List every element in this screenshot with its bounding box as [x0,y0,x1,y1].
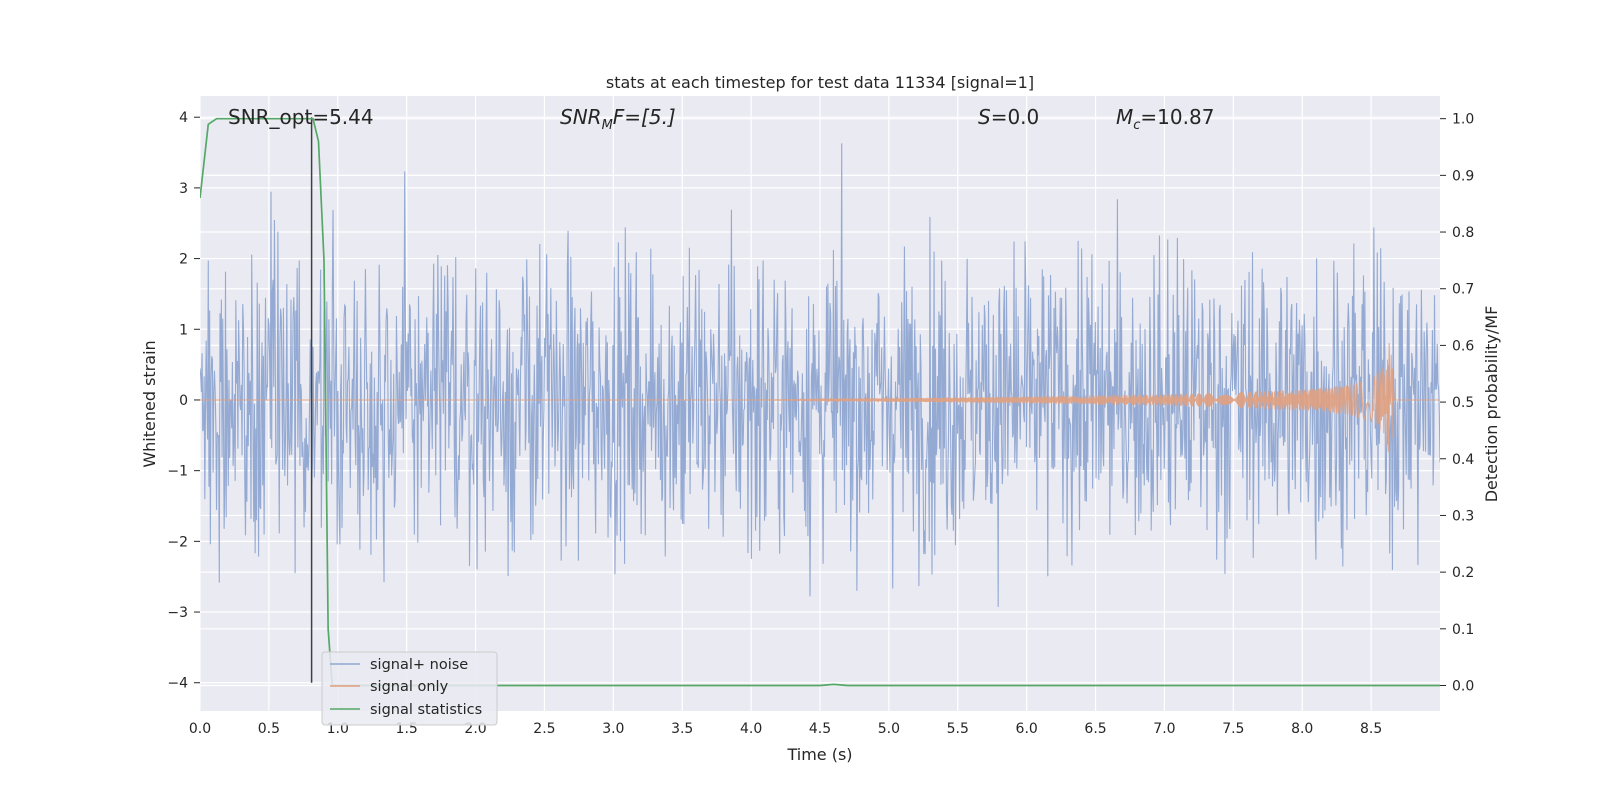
legend-label-signal-statistics: signal statistics [370,702,482,718]
snr-mf-var: SNR [560,105,602,129]
x-tick-label: 0.5 [258,721,280,737]
mc-annotation: Mc=10.87 [1116,105,1214,133]
s-value: =0.0 [991,105,1040,129]
right-y-tick-label: 0.5 [1452,395,1474,411]
legend-label-signal-noise: signal+ noise [370,657,468,673]
left-y-tick-label: −4 [167,676,188,692]
left-y-tick-labels: 4 3 2 1 0 −1 −2 −3 −4 [167,110,200,692]
legend-frame [321,651,498,726]
snr-opt-annotation: SNR_opt=5.44 [228,105,374,129]
x-tick-label: 8.5 [1360,721,1382,737]
s-var: S [978,105,991,129]
mc-var: M [1116,105,1133,129]
left-y-axis-label: Whitened strain [140,340,159,467]
x-tick-label: 3.5 [671,721,693,737]
x-tick-label: 4.0 [740,721,762,737]
mc-value: =10.87 [1140,105,1214,129]
right-y-tick-label: 0.8 [1452,225,1474,241]
right-y-axis-label: Detection probability/MF [1482,306,1501,503]
left-y-tick-label: −1 [167,464,188,480]
right-y-tick-label: 0.3 [1452,508,1474,524]
legend: signal+ noise signal only signal statist… [321,651,498,726]
s-annotation: S=0.0 [978,105,1039,129]
x-tick-label: 2.5 [533,721,555,737]
x-tick-label: 6.0 [1016,721,1038,737]
x-tick-label: 0.0 [189,721,211,737]
left-y-tick-label: 3 [179,181,188,197]
x-tick-label: 8.0 [1291,721,1313,737]
x-axis-label: Time (s) [786,745,852,764]
x-tick-label: 5.0 [878,721,900,737]
right-y-tick-label: 0.7 [1452,282,1474,298]
right-y-tick-label: 0.1 [1452,622,1474,638]
right-y-tick-label: 0.4 [1452,452,1474,468]
left-y-tick-label: 0 [179,393,188,409]
x-tick-label: 5.5 [947,721,969,737]
x-tick-labels: 0.0 0.5 1.0 1.5 2.0 2.5 3.0 3.5 4.0 4.5 5.0 5.5 6.0 6… [189,721,1382,737]
right-y-tick-label: 0.6 [1452,338,1474,354]
series-signal-only-line [200,342,1440,452]
x-tick-label: 3.0 [602,721,624,737]
left-y-tick-label: −2 [167,534,188,550]
right-y-tick-labels: 1.0 0.9 0.8 0.7 0.6 0.5 0.4 0.3 0.2 0.1 0.0 [1440,112,1474,694]
chart-title: stats at each timestep for test data 113… [606,73,1034,92]
snr-mf-suffix: F=[5.] [613,105,676,129]
x-tick-label: 7.5 [1222,721,1244,737]
left-y-tick-label: 2 [179,252,188,268]
series-signal-noise-line [200,143,1440,607]
right-y-tick-label: 0.0 [1452,678,1474,694]
right-y-tick-label: 0.2 [1452,565,1474,581]
snr-mf-sub: M [602,118,613,133]
right-y-tick-label: 1.0 [1452,112,1474,128]
x-tick-label: 6.5 [1084,721,1106,737]
x-tick-label: 4.5 [809,721,831,737]
legend-label-signal-only: signal only [370,679,449,695]
left-y-tick-label: −3 [167,605,188,621]
x-tick-label: 7.0 [1153,721,1175,737]
snr-mf-annotation: SNRMF=[5.] [560,105,676,133]
mc-sub: c [1133,118,1140,133]
left-y-tick-label: 1 [179,322,188,338]
right-y-tick-label: 0.9 [1452,168,1474,184]
left-y-tick-label: 4 [179,110,188,126]
